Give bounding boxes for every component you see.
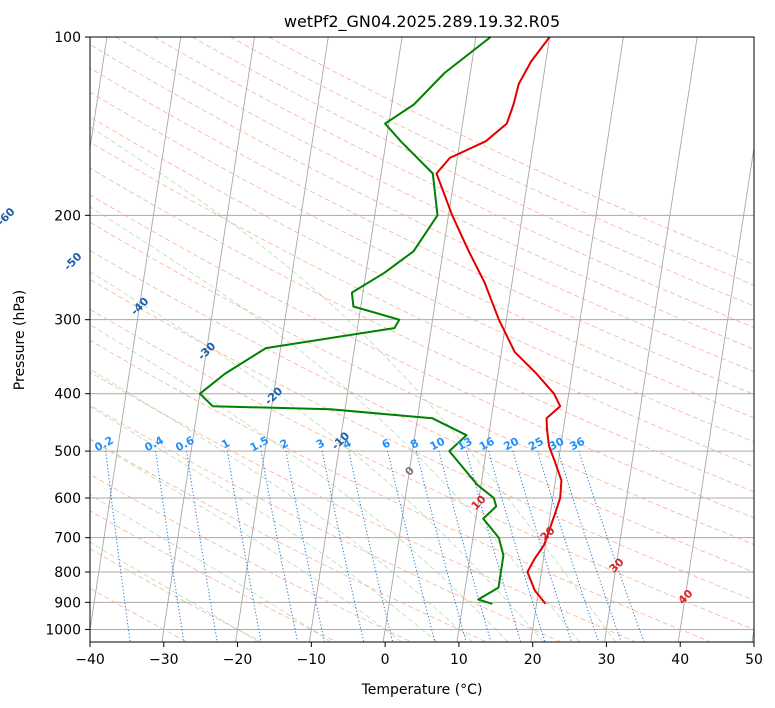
y-axis-label: Pressure (hPa) <box>12 290 28 390</box>
dewpoint-line <box>198 37 505 605</box>
isotherm-line <box>90 37 182 633</box>
x-tick-label: −20 <box>223 652 253 668</box>
dry-adiabat-line <box>90 279 754 601</box>
y-tick-label: 600 <box>54 491 81 507</box>
grid-layer <box>90 37 754 642</box>
x-axis-label: Temperature (°C) <box>361 682 483 698</box>
moist-adiabat-line <box>90 271 545 642</box>
isotherm-line <box>456 37 551 642</box>
mixing-ratio-line <box>438 450 492 642</box>
isotherm-line <box>161 37 255 642</box>
axis-layer: −40 −30 −20 −10 0 10 20 30 40 50 100 200 300 400 500 60… <box>45 30 763 668</box>
mixing-ratio-line <box>465 450 522 642</box>
mixing-ratio-line <box>415 450 467 642</box>
mixing-ratio-label: 10 <box>428 434 448 453</box>
mixing-ratio-label: 25 <box>526 435 546 454</box>
isotherm-line <box>604 37 698 642</box>
y-tick-label: 700 <box>54 531 81 547</box>
isotherm-line <box>382 37 477 642</box>
y-tick-label: 200 <box>54 208 81 224</box>
x-tick-label: 50 <box>745 652 763 668</box>
x-tick-label: −30 <box>149 652 179 668</box>
mixing-ratio-line <box>285 451 325 642</box>
isotherm-line <box>308 37 403 642</box>
dry-adiabat-line <box>90 141 754 468</box>
temperature-line <box>435 37 563 605</box>
dry-adiabat-line <box>230 37 754 286</box>
dry-adiabat-line <box>90 308 754 630</box>
plot-frame <box>89 36 755 643</box>
y-tick-label: 1000 <box>45 622 81 638</box>
x-tick-label: −10 <box>297 652 327 668</box>
moist-adiabat-line <box>90 368 473 642</box>
dry-adiabat-line <box>90 67 754 395</box>
dry-adiabat-line <box>90 91 754 419</box>
y-tick-label: 500 <box>54 444 81 460</box>
series-layer <box>198 37 563 605</box>
chart-title: wetPf2_GN04.2025.289.19.32.R05 <box>284 12 560 32</box>
y-tick-label: 800 <box>54 565 81 581</box>
y-tick-label: 900 <box>54 595 81 611</box>
isotherm-line <box>90 37 108 151</box>
x-tick-label: 20 <box>524 652 542 668</box>
moist-adiabat-line <box>90 324 509 642</box>
mixing-ratio-label: 20 <box>501 434 521 453</box>
moist-adiabat-line <box>90 206 580 642</box>
isotherm-line <box>677 144 754 642</box>
mixing-ratio-line <box>348 450 394 642</box>
y-tick-label: 100 <box>54 30 81 46</box>
mixing-ratio-label: 13 <box>455 435 475 454</box>
mixing-ratio-line <box>512 450 573 642</box>
moist-adiabat-line <box>90 406 438 642</box>
dry-adiabat-line <box>90 249 754 573</box>
dry-adiabat-line <box>153 37 754 328</box>
mixing-ratio-label: 30 <box>547 435 567 454</box>
mixing-ratio-line <box>537 450 600 642</box>
x-tick-label: 30 <box>598 652 616 668</box>
isotherm-line <box>235 37 329 642</box>
y-tick-label: 300 <box>54 313 81 329</box>
x-tick-label: −40 <box>75 652 105 668</box>
x-tick-label: 10 <box>450 652 468 668</box>
dry-adiabat-line <box>90 221 754 546</box>
mixing-ratio-line <box>387 450 436 642</box>
dry-adiabat-line <box>90 44 754 373</box>
mixing-ratio-line <box>260 451 299 642</box>
dry-adiabat-line <box>90 167 754 493</box>
mixing-ratio-line <box>321 451 365 642</box>
mixing-ratio-label: 16 <box>477 435 497 454</box>
moist-adiabat-line <box>90 541 259 642</box>
y-tick-label: 400 <box>54 387 81 403</box>
mixing-ratio-line <box>488 450 546 642</box>
mixing-ratio-label: 36 <box>567 435 587 454</box>
x-tick-label: 40 <box>671 652 689 668</box>
x-tick-label: 0 <box>381 652 390 668</box>
